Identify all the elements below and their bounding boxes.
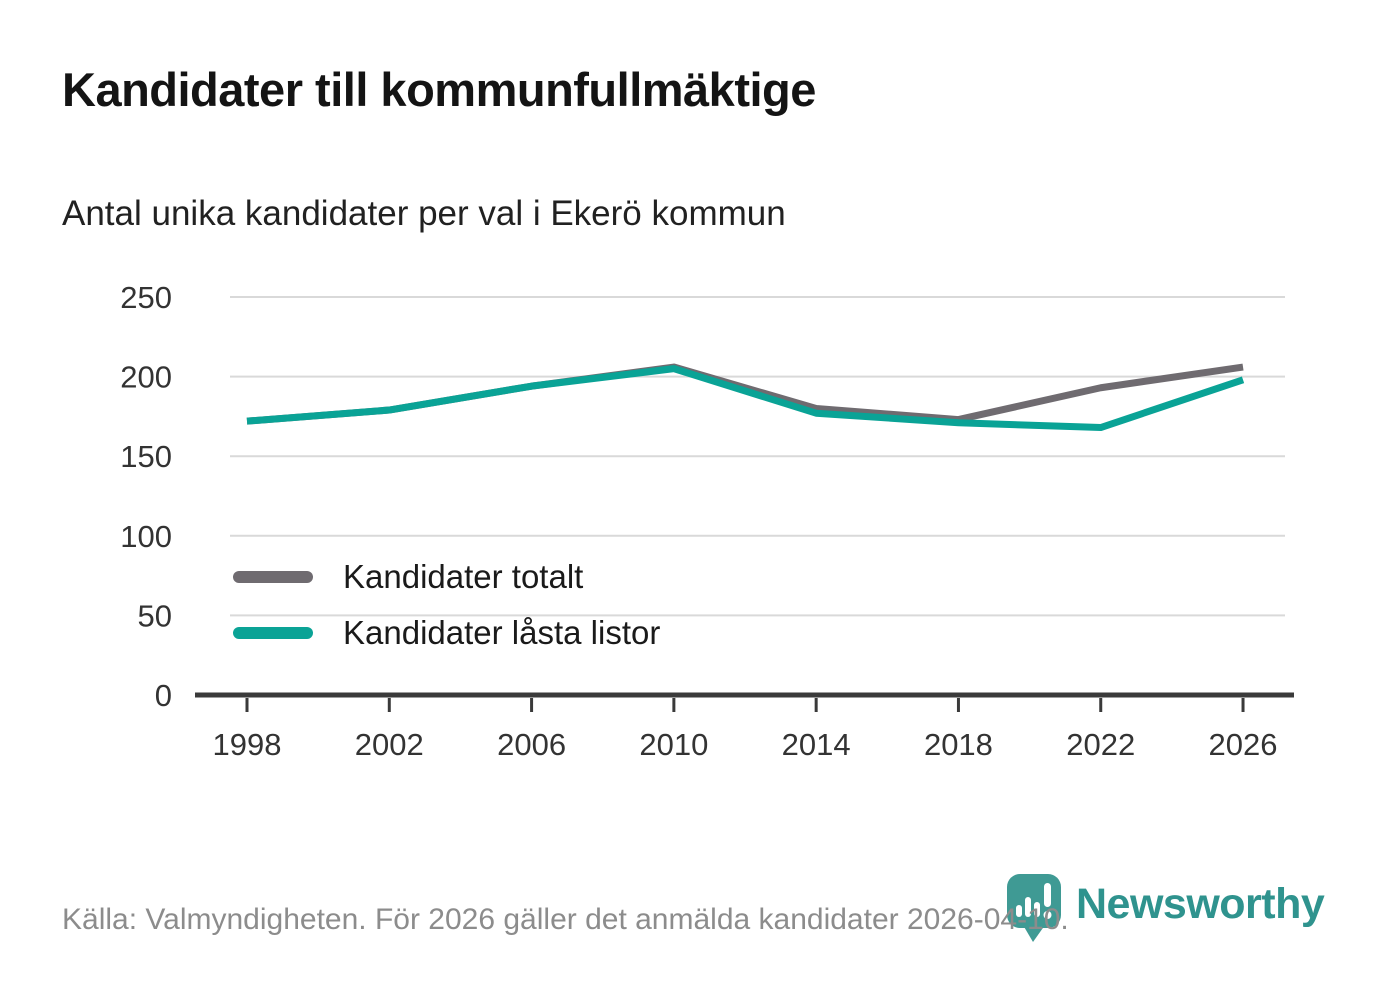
y-tick-label-250: 250 [120, 280, 172, 315]
x-tick-label-1998: 1998 [213, 727, 282, 762]
x-tick-label-2002: 2002 [355, 727, 424, 762]
x-tick-label-2026: 2026 [1209, 727, 1278, 762]
y-tick-label-200: 200 [120, 360, 172, 395]
legend-label-totalt: Kandidater totalt [343, 558, 584, 595]
chart-subtitle: Antal unika kandidater per val i Ekerö k… [62, 194, 786, 233]
x-tick-label-2010: 2010 [639, 727, 708, 762]
series-line-1 [246, 365, 1245, 432]
source-note: Källa: Valmyndigheten. För 2026 gäller d… [62, 903, 1069, 936]
x-tick-label-2022: 2022 [1066, 727, 1135, 762]
y-tick-label-50: 50 [138, 598, 172, 633]
x-tick-label-2014: 2014 [782, 727, 851, 762]
chart-title: Kandidater till kommunfullmäktige [62, 63, 816, 116]
legend-label-lasta-listor: Kandidater låsta listor [343, 614, 661, 651]
y-tick-label-150: 150 [120, 439, 172, 474]
legend-swatch-lasta-listor [233, 627, 313, 639]
legend-item-lasta-listor: Kandidater låsta listor [233, 605, 660, 661]
newsworthy-wordmark: Newsworthy [1076, 880, 1325, 928]
y-tick-label-100: 100 [120, 519, 172, 554]
legend-swatch-totalt [233, 571, 313, 583]
y-tick-label-0: 0 [155, 678, 172, 713]
newsworthy-pin-icon [1007, 874, 1061, 942]
chart-legend: Kandidater totalt Kandidater låsta listo… [233, 549, 660, 661]
x-tick-label-2018: 2018 [924, 727, 993, 762]
x-tick-label-2006: 2006 [497, 727, 566, 762]
newsworthy-logo: Newsworthy [1006, 872, 1325, 944]
legend-item-totalt: Kandidater totalt [233, 549, 660, 605]
